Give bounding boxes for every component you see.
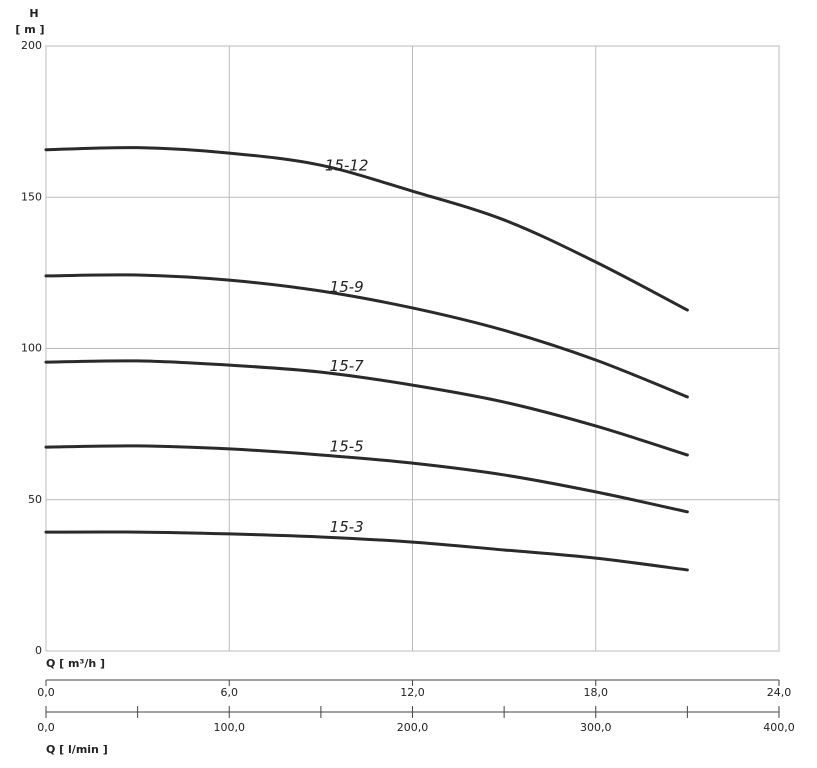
y-axis-unit: [ m ]	[15, 23, 44, 36]
y-tick-label: 0	[35, 644, 42, 657]
x-tick-label: 6,0	[221, 686, 239, 699]
x2-tick-label: 400,0	[763, 721, 795, 734]
x2-tick-label: 300,0	[580, 721, 612, 734]
y-tick-label: 50	[28, 493, 42, 506]
y-tick-label: 200	[21, 39, 42, 52]
x2-axis-label: Q [ l/min ]	[46, 743, 108, 756]
pump-curve	[44, 359, 689, 457]
y-tick-label: 100	[21, 342, 42, 355]
x2-tick-label: 100,0	[214, 721, 246, 734]
curve-label: 15-3	[330, 518, 364, 536]
curve-label: 15-9	[330, 278, 364, 296]
pump-curve	[44, 530, 689, 572]
pump-curve	[44, 273, 689, 399]
x2-tick-label: 0,0	[37, 721, 55, 734]
x2-tick-label: 200,0	[397, 721, 429, 734]
x-tick-label: 0,0	[37, 686, 55, 699]
y-axis-label: H	[29, 7, 38, 20]
curve-label: 15-12	[325, 157, 369, 175]
pump-curve	[44, 146, 689, 312]
curve-label: 15-5	[330, 438, 364, 456]
pump-curve	[44, 444, 689, 514]
x-tick-label: 18,0	[584, 686, 609, 699]
x-tick-label: 12,0	[400, 686, 425, 699]
x-tick-label: 24,0	[767, 686, 792, 699]
curve-label: 15-7	[330, 357, 364, 375]
x-axis-label: Q [ m³/h ]	[46, 657, 105, 670]
y-tick-label: 150	[21, 190, 42, 203]
